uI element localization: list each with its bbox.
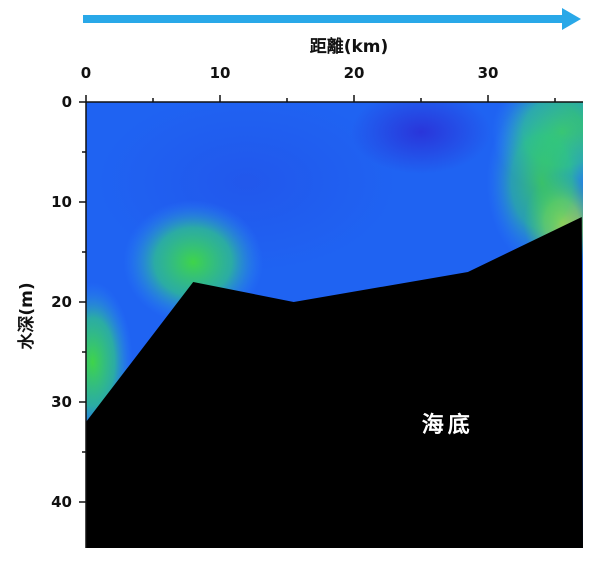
heatmap-hotspot-deep-blue — [351, 102, 491, 174]
x-axis-title: 距離(km) — [310, 36, 389, 57]
x-axis-ticks: 0 10 20 30 — [81, 64, 556, 102]
y-tick-label: 20 — [51, 293, 72, 311]
seabed-area — [86, 217, 583, 548]
y-tick-label: 10 — [51, 193, 72, 211]
x-tick-label: 30 — [478, 64, 499, 82]
x-tick-label: 0 — [81, 64, 91, 82]
seabed-label: 海底 — [422, 412, 474, 438]
plot-area: 海底 — [86, 102, 583, 548]
x-tick-label: 20 — [344, 64, 365, 82]
y-axis-ticks: 0 10 20 30 40 — [51, 93, 86, 511]
direction-arrow — [83, 8, 581, 30]
x-tick-label: 10 — [210, 64, 231, 82]
y-tick-label: 0 — [62, 93, 72, 111]
y-tick-label: 30 — [51, 393, 72, 411]
heatmap-hotspot-green — [486, 102, 583, 267]
y-tick-label: 40 — [51, 493, 72, 511]
heatmap-hotspots — [86, 102, 583, 442]
y-axis-title: 水深(m) — [16, 282, 37, 349]
